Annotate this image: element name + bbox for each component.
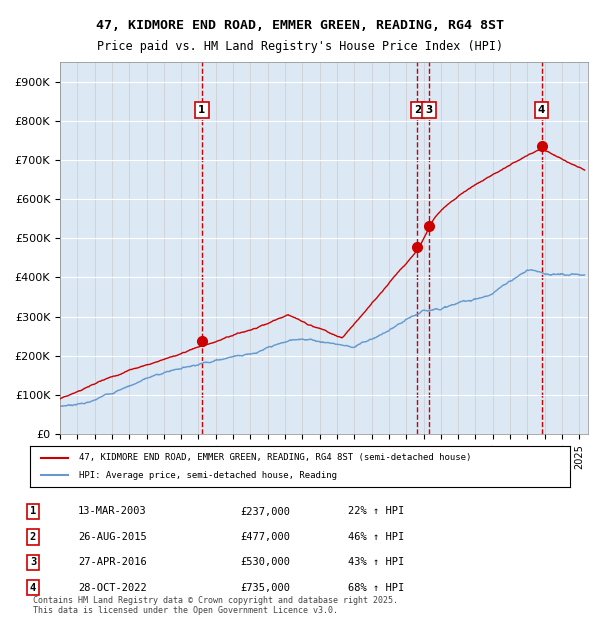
Text: 2: 2 xyxy=(414,105,421,115)
Text: £237,000: £237,000 xyxy=(240,507,290,516)
Text: 4: 4 xyxy=(538,105,545,115)
Text: 26-AUG-2015: 26-AUG-2015 xyxy=(78,532,147,542)
Text: HPI: Average price, semi-detached house, Reading: HPI: Average price, semi-detached house,… xyxy=(79,471,337,480)
Text: 47, KIDMORE END ROAD, EMMER GREEN, READING, RG4 8ST: 47, KIDMORE END ROAD, EMMER GREEN, READI… xyxy=(96,19,504,32)
Text: 1: 1 xyxy=(198,105,205,115)
Text: 28-OCT-2022: 28-OCT-2022 xyxy=(78,583,147,593)
Text: 2: 2 xyxy=(30,532,36,542)
Text: 43% ↑ HPI: 43% ↑ HPI xyxy=(348,557,404,567)
Text: Contains HM Land Registry data © Crown copyright and database right 2025.
This d: Contains HM Land Registry data © Crown c… xyxy=(33,596,398,615)
Text: £735,000: £735,000 xyxy=(240,583,290,593)
Text: £477,000: £477,000 xyxy=(240,532,290,542)
Text: 3: 3 xyxy=(30,557,36,567)
Text: 4: 4 xyxy=(30,583,36,593)
Text: 27-APR-2016: 27-APR-2016 xyxy=(78,557,147,567)
Text: 13-MAR-2003: 13-MAR-2003 xyxy=(78,507,147,516)
Text: 1: 1 xyxy=(30,507,36,516)
Text: 3: 3 xyxy=(425,105,433,115)
Text: £530,000: £530,000 xyxy=(240,557,290,567)
Text: 68% ↑ HPI: 68% ↑ HPI xyxy=(348,583,404,593)
Text: 22% ↑ HPI: 22% ↑ HPI xyxy=(348,507,404,516)
Text: 46% ↑ HPI: 46% ↑ HPI xyxy=(348,532,404,542)
Text: 47, KIDMORE END ROAD, EMMER GREEN, READING, RG4 8ST (semi-detached house): 47, KIDMORE END ROAD, EMMER GREEN, READI… xyxy=(79,453,471,462)
Text: Price paid vs. HM Land Registry's House Price Index (HPI): Price paid vs. HM Land Registry's House … xyxy=(97,40,503,53)
